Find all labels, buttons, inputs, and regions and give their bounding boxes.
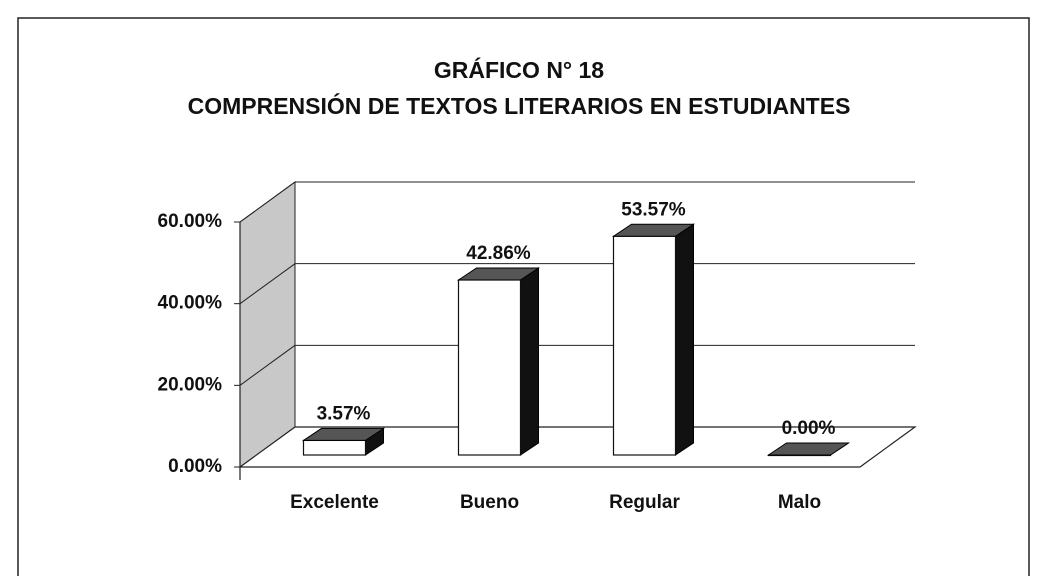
chart-frame	[17, 17, 1030, 576]
value-label: 3.57%	[317, 403, 371, 424]
chart-title: GRÁFICO N° 18	[434, 56, 604, 83]
chart-subtitle: COMPRENSIÓN DE TEXTOS LITERARIOS EN ESTU…	[188, 92, 851, 119]
floor	[238, 426, 917, 468]
bar-side	[675, 223, 694, 456]
bar-top	[301, 427, 386, 441]
grid-line	[239, 181, 296, 223]
bar-top	[611, 223, 696, 237]
grid-line	[239, 344, 296, 386]
bar-side	[520, 267, 539, 456]
bar-top	[766, 442, 851, 456]
x-tick-label: Regular	[609, 492, 680, 513]
value-label: 0.00%	[782, 418, 836, 439]
value-label: 42.86%	[466, 243, 531, 264]
value-label: 53.57%	[621, 199, 686, 220]
bar	[612, 235, 677, 456]
x-tick-label: Malo	[778, 492, 821, 513]
bar	[302, 439, 367, 456]
y-tick-label: 0.00%	[168, 456, 222, 477]
side-wall	[239, 181, 296, 468]
bar	[457, 279, 522, 456]
x-tick-label: Bueno	[460, 492, 519, 513]
x-tick-label: Excelente	[290, 492, 379, 513]
y-tick-label: 20.00%	[158, 374, 223, 395]
bar-top	[456, 267, 541, 281]
y-tick-label: 40.00%	[158, 293, 223, 314]
grid-line	[239, 263, 296, 305]
y-tick-label: 60.00%	[158, 211, 223, 232]
